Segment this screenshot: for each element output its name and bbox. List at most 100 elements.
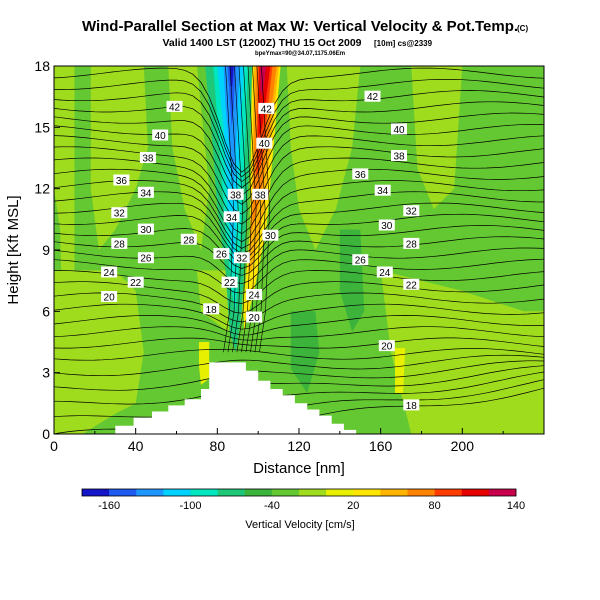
contour-label-text: 28 xyxy=(183,235,195,246)
isentrope-line-14 xyxy=(54,258,544,294)
y-tick-label: 6 xyxy=(42,303,50,319)
y-tick-label: 3 xyxy=(42,365,50,381)
x-tick-label: 160 xyxy=(369,438,393,454)
contour-label: 42 xyxy=(166,100,183,113)
contour-label-box xyxy=(223,211,240,223)
isentrope-line-11 xyxy=(54,292,544,323)
chart-subtitle-suffix: [10m] cs@2339 xyxy=(374,39,433,48)
contour-label-text: 34 xyxy=(140,188,152,199)
colorbar-swatch xyxy=(380,489,408,496)
contour-label-box xyxy=(262,229,279,241)
colorbar-swatch xyxy=(244,489,273,496)
isentrope-line-9 xyxy=(54,315,544,336)
contour-label: 24 xyxy=(246,289,263,302)
chart-title: Wind-Parallel Section at Max W: Vertical… xyxy=(82,18,518,35)
contour-label-text: 38 xyxy=(393,152,405,163)
contour-labels: 42 42 42 40 40 40 38 38 38 38 36 36 34 34 34 32 32 32 30 30… xyxy=(101,90,420,412)
colorbar-tick-label: -160 xyxy=(98,500,120,512)
contour-label-text: 38 xyxy=(255,190,267,201)
colorbar-tick-label: -100 xyxy=(179,500,201,512)
contour-label-box xyxy=(252,188,269,200)
contour-label-text: 30 xyxy=(381,221,393,232)
isentrope-line-10 xyxy=(54,303,544,330)
contour-label: 40 xyxy=(152,129,169,142)
contour-label: 18 xyxy=(203,303,220,316)
contour-label: 42 xyxy=(258,102,275,115)
contour-label-box xyxy=(258,102,275,114)
contour-label-text: 36 xyxy=(355,170,367,181)
field-darkgreen-1 xyxy=(290,311,320,394)
colorbar-swatch xyxy=(434,489,463,496)
contour-label-box xyxy=(137,223,154,235)
colorbar-swatch xyxy=(271,489,300,496)
isentrope-line-30 xyxy=(54,78,544,178)
contour-label: 38 xyxy=(391,150,407,163)
contour-label: 34 xyxy=(137,186,154,199)
contour-label-text: 34 xyxy=(377,186,389,197)
contour-label-box xyxy=(403,237,420,249)
isentrope-line-8 xyxy=(54,326,544,341)
contour-label-text: 22 xyxy=(406,280,418,291)
isentrope-steep-8 xyxy=(259,66,270,353)
contour-label-box xyxy=(227,188,244,200)
contour-label-box xyxy=(378,340,395,352)
contour-label-box xyxy=(221,276,238,288)
colorbar-swatch xyxy=(299,489,327,496)
contour-label-text: 18 xyxy=(406,401,418,412)
isentrope-steep-6 xyxy=(250,66,261,353)
contour-label-box xyxy=(378,219,395,231)
field-downdraft-4 xyxy=(223,66,240,189)
contour-label-box xyxy=(166,100,183,112)
contour-label: 30 xyxy=(378,219,395,232)
isentrope-line-21 xyxy=(54,180,544,249)
isentrope-line-28 xyxy=(54,101,544,189)
contour-label: 28 xyxy=(403,237,420,250)
contour-label-box xyxy=(101,291,118,302)
x-tick-label: 80 xyxy=(210,438,226,454)
colorbar-tick-label: 20 xyxy=(347,500,359,512)
contour-label: 26 xyxy=(352,254,369,267)
contour-label-box xyxy=(127,276,144,288)
contour-label-text: 40 xyxy=(259,139,271,150)
contour-label: 22 xyxy=(127,276,144,289)
isentrope-line-27 xyxy=(54,112,544,196)
contour-label: 20 xyxy=(246,311,263,324)
isentrope-line-15 xyxy=(54,247,544,285)
contour-label-box xyxy=(113,174,130,186)
x-tick-label: 120 xyxy=(287,438,311,454)
contour-label-box xyxy=(256,137,273,149)
contour-label-text: 24 xyxy=(379,268,391,279)
contour-label-box xyxy=(139,152,156,163)
contour-label: 18 xyxy=(403,399,420,412)
contour-label: 24 xyxy=(101,266,118,279)
contour-label: 40 xyxy=(256,137,273,150)
contour-label: 30 xyxy=(137,223,154,236)
contour-label: 38 xyxy=(139,152,156,165)
isentrope-line-25 xyxy=(54,135,544,215)
contour-label-box xyxy=(403,205,420,217)
chart-subtitle: Valid 1400 LST (1200Z) THU 15 Oct 2009 xyxy=(162,37,361,49)
contour-label-text: 40 xyxy=(393,125,405,136)
isentrope-steep-5 xyxy=(245,66,257,353)
contour-label-text: 32 xyxy=(406,207,418,218)
contour-label-text: 36 xyxy=(116,176,128,187)
field-light-mid-2 xyxy=(286,66,361,250)
contour-label-box xyxy=(152,129,169,141)
isentrope-line-16 xyxy=(54,236,544,276)
contour-label-box xyxy=(391,150,407,161)
field-yellow-left xyxy=(199,342,210,385)
colorbar-swatch xyxy=(109,489,137,496)
contour-label-box xyxy=(403,278,420,290)
contour-label: 38 xyxy=(227,188,244,201)
isentrope-line-18 xyxy=(54,213,544,264)
isentrope-line-3 xyxy=(54,365,544,405)
terrain xyxy=(54,362,381,434)
contour-label-text: 22 xyxy=(130,278,142,289)
contour-label-box xyxy=(111,207,128,219)
isentrope-line-7 xyxy=(54,337,544,349)
contour-label: 36 xyxy=(113,174,130,187)
y-tick-label: 12 xyxy=(34,181,50,197)
contour-label: 32 xyxy=(233,252,250,265)
contour-label-text: 38 xyxy=(230,190,242,201)
